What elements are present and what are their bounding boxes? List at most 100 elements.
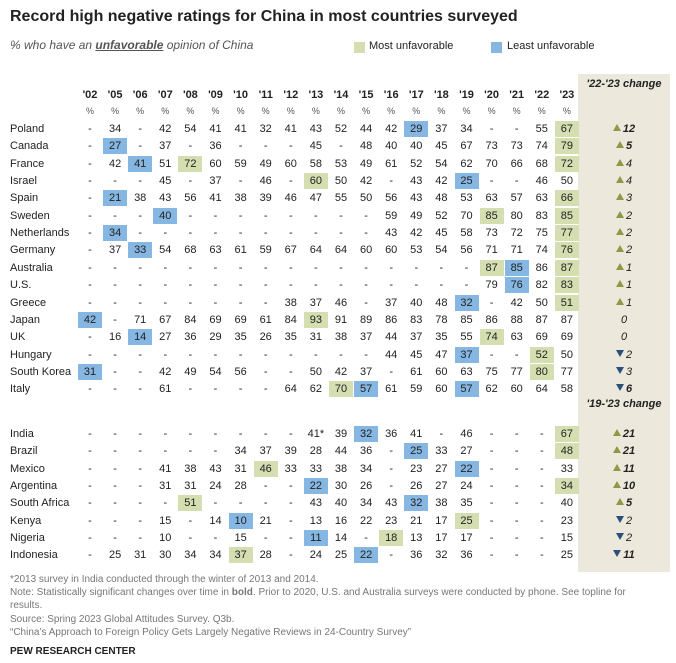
table-cell: 48 xyxy=(554,443,579,460)
change-value: 2 xyxy=(604,513,644,529)
table-cell: 75 xyxy=(535,227,548,240)
table-cell: 27 xyxy=(159,331,172,344)
table-cell: 56 xyxy=(385,192,398,205)
table-cell: 13 xyxy=(410,532,423,545)
country-label: France xyxy=(10,157,45,170)
change-text: 2 xyxy=(625,209,633,222)
table-cell: - xyxy=(263,532,268,545)
table-cell: 41 xyxy=(284,123,297,135)
table-cell: - xyxy=(489,462,494,475)
change-text: 21 xyxy=(622,428,636,440)
table-cell: 82 xyxy=(535,279,548,292)
table-cell: 28 xyxy=(234,480,247,493)
table-cell: 36 xyxy=(410,549,423,562)
table-cell: 69 xyxy=(209,313,222,326)
unit-label: % xyxy=(537,106,546,116)
table-cell: 27 xyxy=(460,445,473,458)
change-text: 11 xyxy=(623,549,635,562)
table-cell: 62 xyxy=(485,383,498,396)
table-cell: - xyxy=(464,279,469,292)
table-cell: 50 xyxy=(560,348,574,361)
change-arrow xyxy=(615,176,624,184)
table-cell: - xyxy=(238,296,243,309)
change-arrow xyxy=(615,210,624,218)
subtitle-emphasis: unfavorable xyxy=(95,38,164,52)
change-value: 3 xyxy=(604,190,644,206)
country-label: Nigeria xyxy=(10,532,45,545)
table-cell: - xyxy=(163,497,168,510)
column-header: '10 xyxy=(233,89,249,101)
change-value: 4 xyxy=(604,173,644,189)
change-arrow xyxy=(615,141,624,149)
table-cell: - xyxy=(188,383,193,396)
table-cell: - xyxy=(213,348,218,361)
table-cell: 35 xyxy=(284,331,297,344)
table-cell: - xyxy=(288,140,293,153)
table-cell: - xyxy=(263,140,268,153)
table-cell: - xyxy=(288,480,293,493)
table-cell: - xyxy=(389,445,394,458)
table-cell: 77 xyxy=(560,365,574,378)
table-cell: - xyxy=(88,383,92,396)
table-cell: - xyxy=(163,227,168,240)
country-label: Japan xyxy=(10,313,40,326)
table-cell: - xyxy=(213,296,218,309)
table-cell: 79 xyxy=(485,279,498,292)
column-header: '19 xyxy=(459,89,474,101)
table-cell: 50 xyxy=(560,175,574,188)
table-cell: 35 xyxy=(234,331,247,344)
table-cell: 46 xyxy=(253,460,278,477)
table-cell: 83 xyxy=(535,209,548,222)
table-cell: 28 xyxy=(259,549,272,562)
table-cell: - xyxy=(263,383,268,396)
table-cell: 51 xyxy=(178,495,203,512)
country-label: Spain xyxy=(10,192,39,205)
change-arrow xyxy=(615,245,624,253)
table-cell: - xyxy=(238,348,243,361)
table-cell: 68 xyxy=(535,157,548,170)
table-cell: - xyxy=(88,244,92,257)
table-cell: - xyxy=(138,497,143,510)
table-cell: 35 xyxy=(460,497,473,510)
table-cell: 43 xyxy=(309,123,323,135)
table-cell: 69 xyxy=(535,331,548,344)
table-cell: - xyxy=(489,480,494,493)
country-label: Greece xyxy=(10,296,47,309)
table-cell: - xyxy=(88,227,92,240)
change-text: 1 xyxy=(625,279,633,292)
change-text: 2 xyxy=(625,348,633,361)
table-cell: - xyxy=(238,383,243,396)
country-label: Mexico xyxy=(10,462,45,475)
table-cell: - xyxy=(288,261,293,274)
table-cell: 38 xyxy=(435,497,448,510)
table-cell: 43 xyxy=(309,497,323,510)
table-cell: 22 xyxy=(303,478,328,495)
table-cell: - xyxy=(263,261,268,274)
table-cell: - xyxy=(88,123,92,135)
table-cell: - xyxy=(514,532,519,545)
change-arrow xyxy=(615,280,624,288)
table-cell: 41 xyxy=(128,155,153,172)
table-cell: - xyxy=(113,296,117,309)
table-cell: - xyxy=(238,140,243,153)
table-cell: 23 xyxy=(560,514,574,527)
table-cell: 11 xyxy=(303,530,328,547)
table-cell: 34 xyxy=(103,225,128,242)
note-text: . Prior to 2020, U.S. and Australia surv… xyxy=(10,587,626,611)
table-cell: 71 xyxy=(134,313,147,326)
change-value: 2 xyxy=(604,530,644,546)
change-text: 2 xyxy=(625,514,633,527)
change-text: 5 xyxy=(625,140,633,153)
change-arrow xyxy=(612,124,621,131)
table-cell: 59 xyxy=(259,244,272,257)
table-cell: - xyxy=(539,549,544,562)
table-cell: 49 xyxy=(184,365,197,378)
country-label: Germany xyxy=(10,244,56,257)
table-cell: - xyxy=(314,348,318,361)
legend-swatch xyxy=(354,42,365,53)
table-cell: - xyxy=(288,209,293,222)
table-cell: - xyxy=(188,227,193,240)
table-cell: - xyxy=(514,348,519,361)
table-cell: - xyxy=(339,227,343,240)
subtitle: % who have an unfavorable opinion of Chi… xyxy=(10,38,253,52)
